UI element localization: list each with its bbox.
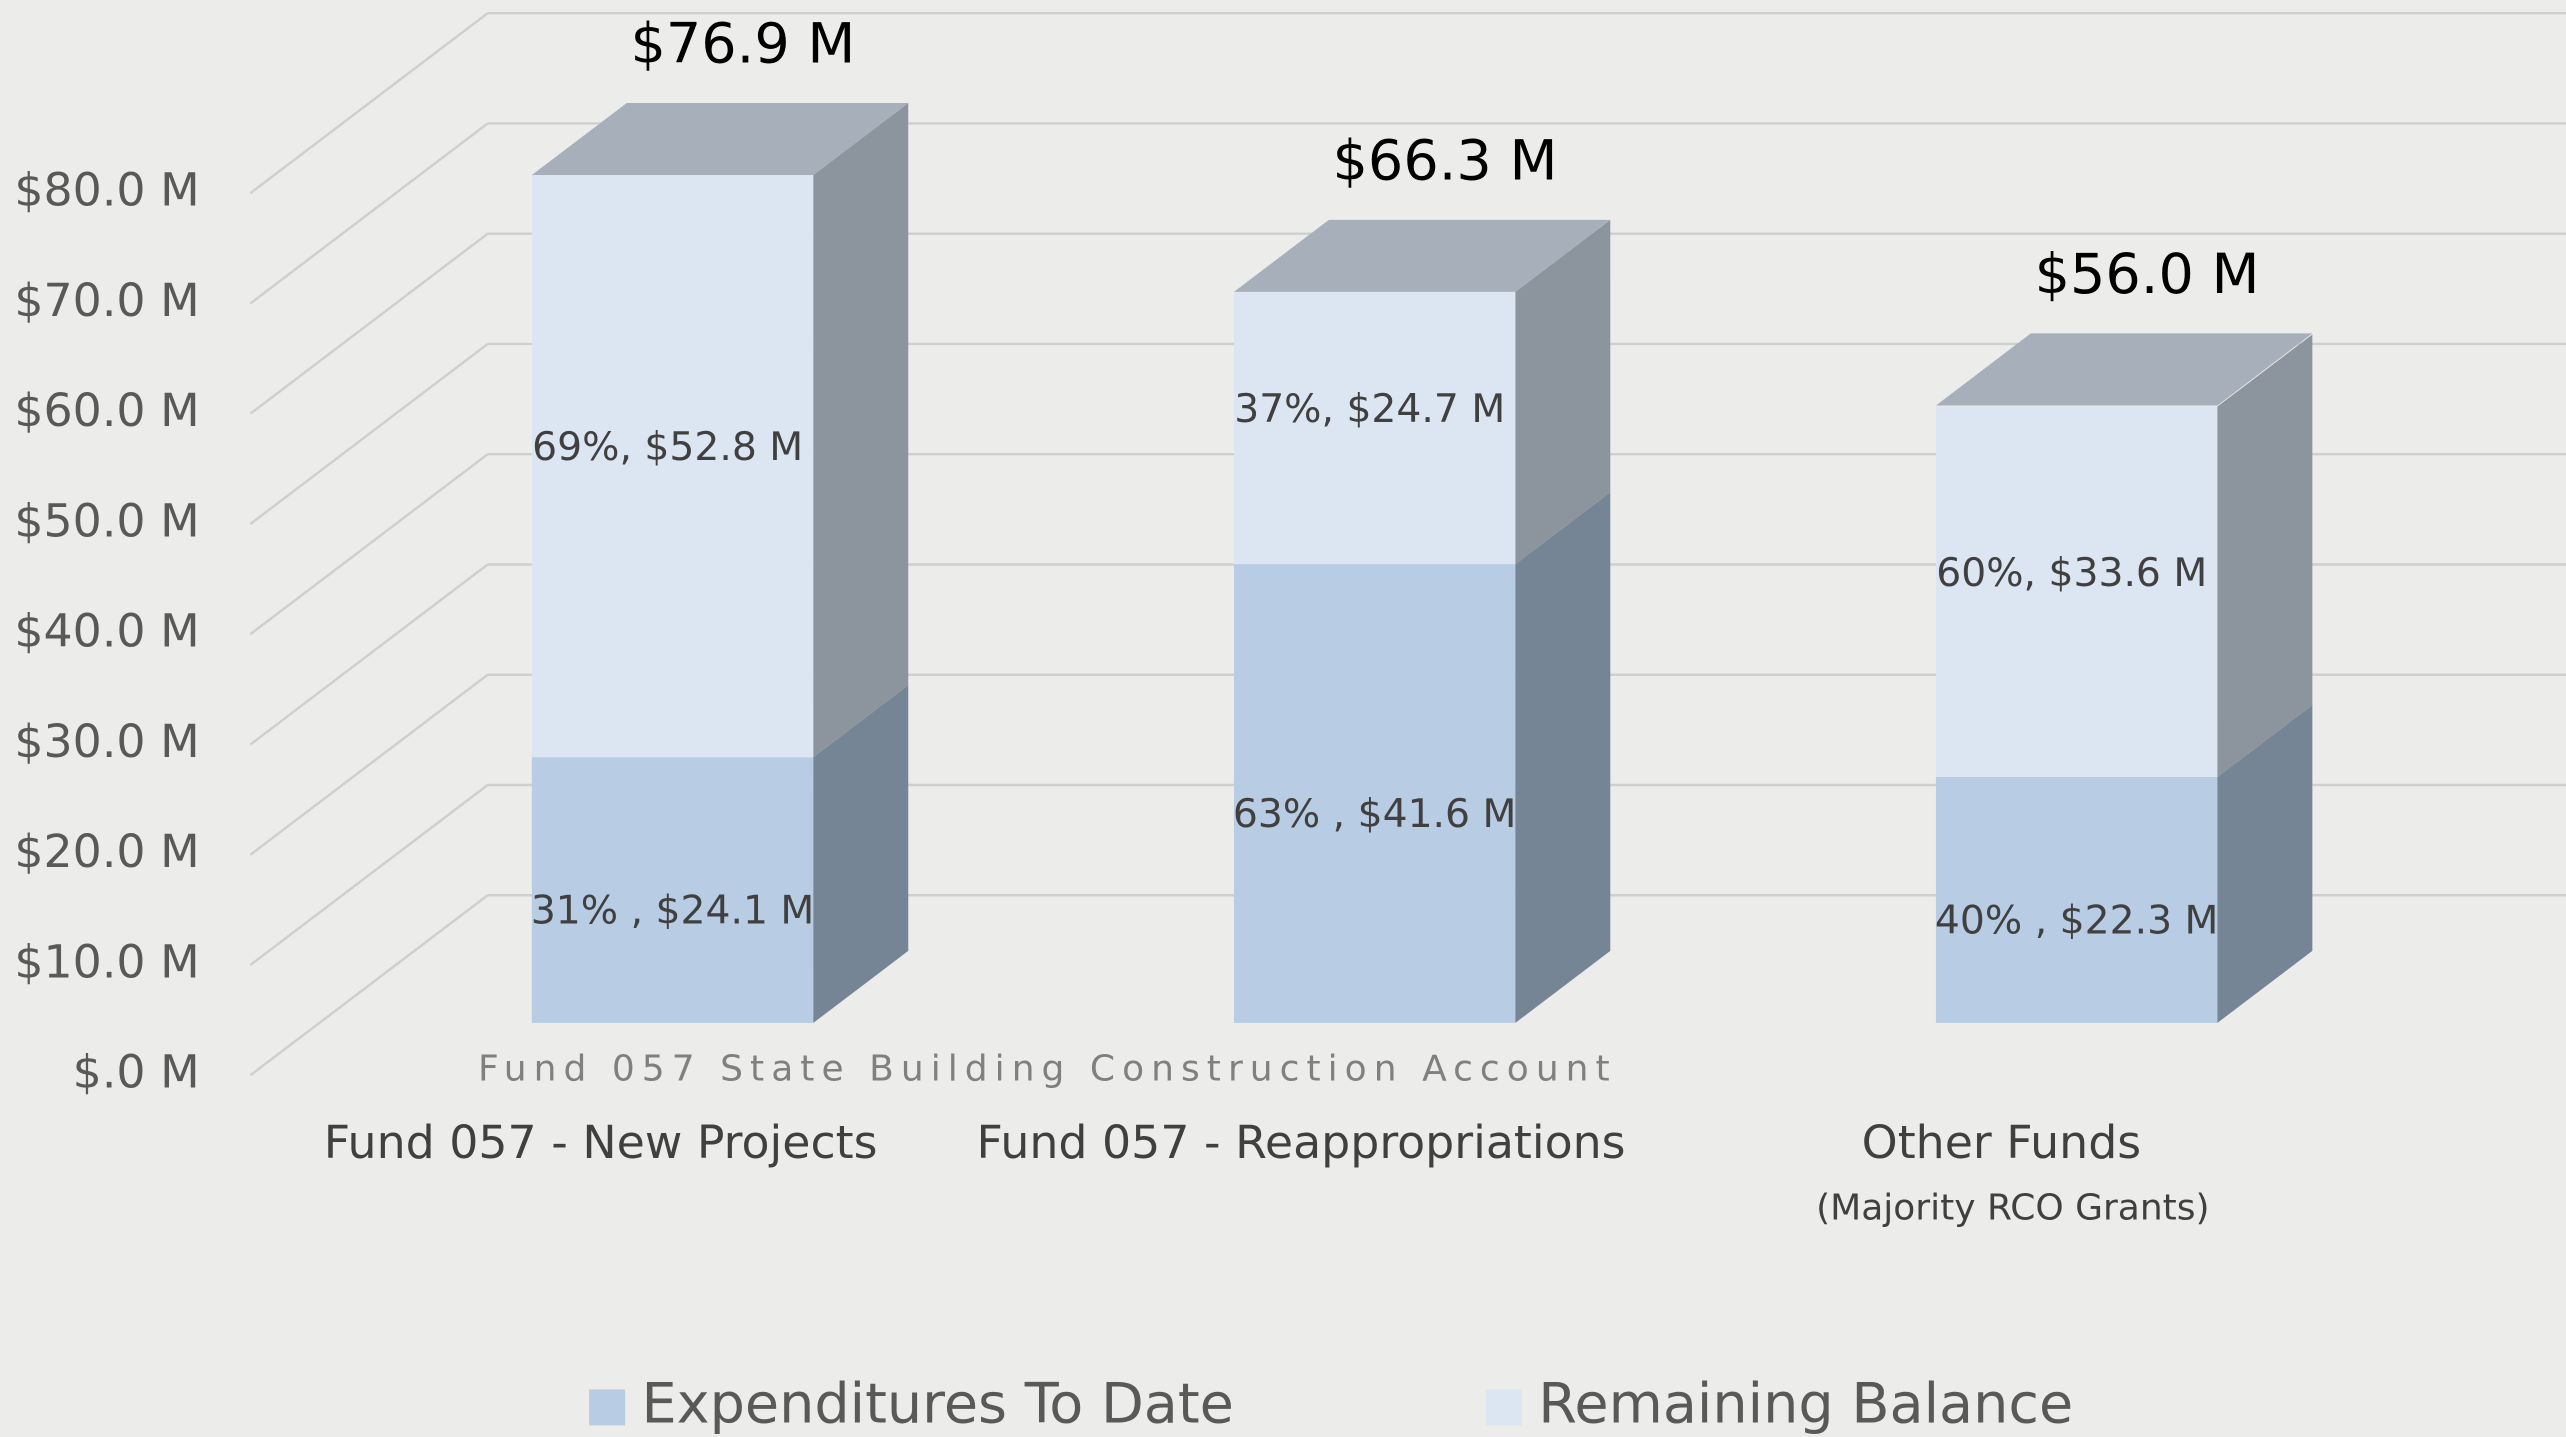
bar-segment — [1935, 777, 2218, 1023]
bar-top — [531, 102, 909, 176]
bar-side — [1515, 219, 1611, 565]
y-tick-label: $30.0 M — [14, 714, 199, 768]
group-label: Fund 057 State Building Construction Acc… — [478, 1048, 1617, 1089]
value-label: 69%, $52.8 M — [532, 425, 803, 470]
bar-segment — [531, 757, 814, 1023]
x-tick-sublabel: (Majority RCO Grants) — [1816, 1187, 2210, 1228]
bar-segment — [1233, 564, 1516, 1023]
grid-line — [249, 12, 489, 195]
x-tick-label: Fund 057 - New Projects — [324, 1115, 878, 1169]
bar-segment — [1935, 406, 2218, 778]
grid-line — [249, 453, 489, 636]
bar-side — [813, 102, 909, 758]
value-label: 60%, $33.6 M — [1936, 551, 2207, 596]
bar-segment — [1233, 291, 1516, 565]
value-label: 40% , $22.3 M — [1935, 898, 2218, 943]
grid-line — [249, 673, 489, 856]
bar-segment — [531, 175, 814, 758]
total-label: $76.9 M — [631, 11, 856, 76]
bar-side — [813, 685, 909, 1023]
y-tick-label: $80.0 M — [14, 163, 199, 217]
legend-swatch — [1485, 1389, 1522, 1426]
y-tick-label: $20.0 M — [14, 824, 199, 878]
grid-line — [249, 784, 489, 966]
value-label: 37%, $24.7 M — [1234, 387, 1505, 432]
y-tick-label: $10.0 M — [14, 934, 199, 988]
grid-line — [249, 342, 489, 525]
y-tick-label: $.0 M — [73, 1045, 200, 1099]
bar-top — [1935, 333, 2313, 406]
grid-line — [249, 122, 489, 305]
y-tick-label: $50.0 M — [14, 493, 199, 547]
legend-label: Remaining Balance — [1538, 1372, 2073, 1437]
bar-side — [1515, 492, 1611, 1023]
total-label: $56.0 M — [2035, 242, 2260, 307]
bar-side — [2217, 334, 2313, 778]
value-label: 63% , $41.6 M — [1233, 792, 1517, 837]
total-label: $66.3 M — [1333, 128, 1558, 193]
bar-side — [2217, 705, 2313, 1023]
y-tick-label: $70.0 M — [14, 273, 199, 327]
grid-line — [249, 563, 489, 746]
x-tick-label: Fund 057 - Reappropriations — [976, 1115, 1625, 1169]
legend-label: Expenditures To Date — [641, 1372, 1233, 1437]
value-label: 31% , $24.1 M — [531, 888, 815, 933]
legend-swatch — [589, 1389, 626, 1426]
bar-top — [1233, 219, 1611, 292]
x-tick-label: Other Funds — [1862, 1115, 2142, 1169]
grid-line — [249, 232, 489, 415]
y-tick-label: $60.0 M — [14, 383, 199, 437]
y-tick-label: $40.0 M — [14, 604, 199, 658]
grid-line — [249, 894, 489, 1077]
